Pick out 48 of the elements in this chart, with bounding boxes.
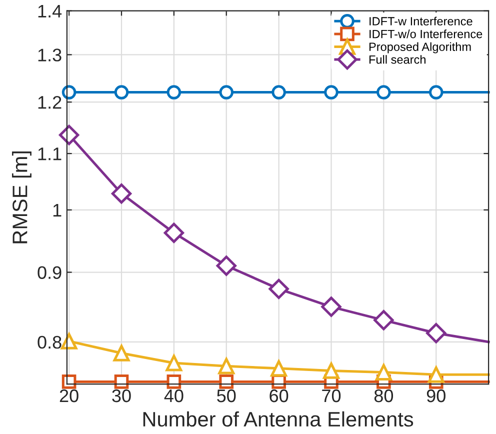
y-tick-label: 1.3 bbox=[38, 48, 62, 62]
point bbox=[376, 85, 391, 100]
x-tick-label: 90 bbox=[426, 389, 446, 402]
point bbox=[426, 323, 446, 344]
x-tick-label: 20 bbox=[60, 389, 78, 402]
x-tick-label: 50 bbox=[217, 389, 236, 402]
point bbox=[166, 85, 182, 100]
point bbox=[375, 364, 392, 380]
point bbox=[268, 278, 289, 300]
y-tick-label: 1 bbox=[53, 204, 62, 216]
point bbox=[218, 358, 235, 374]
point bbox=[111, 183, 132, 204]
x-tick-label: 80 bbox=[374, 389, 394, 402]
x-tick-label: 40 bbox=[164, 389, 184, 402]
point bbox=[114, 85, 129, 100]
point bbox=[324, 85, 338, 100]
legend-label: IDFT-w/o Interference bbox=[370, 30, 482, 38]
y-tick-label: 1.4 bbox=[38, 4, 62, 18]
point bbox=[114, 374, 129, 389]
x-tick-label: 70 bbox=[322, 389, 341, 402]
point bbox=[219, 374, 234, 389]
point bbox=[270, 360, 288, 377]
y-tick-label: 0.9 bbox=[38, 266, 62, 279]
y-tick-label: 1.1 bbox=[38, 148, 62, 160]
x-tick-label: 30 bbox=[112, 389, 131, 402]
legend-label: IDFT-w Interference bbox=[370, 16, 472, 26]
point bbox=[166, 374, 182, 389]
point bbox=[113, 344, 130, 362]
point bbox=[58, 124, 80, 146]
legend-label: Proposed Algorithm bbox=[369, 42, 471, 54]
point bbox=[272, 85, 286, 100]
point bbox=[62, 85, 76, 100]
point bbox=[216, 256, 236, 276]
point bbox=[164, 222, 184, 243]
point bbox=[323, 362, 340, 379]
legend-label: Full search bbox=[369, 55, 426, 64]
point bbox=[219, 85, 234, 100]
y-axis-title: RMSE [m] bbox=[12, 152, 32, 244]
x-tick-label: 60 bbox=[270, 389, 288, 402]
point bbox=[428, 85, 444, 100]
y-tick-label: 1.2 bbox=[38, 96, 62, 109]
point bbox=[62, 374, 76, 389]
y-tick-label: 0.8 bbox=[38, 336, 62, 349]
point bbox=[374, 310, 394, 330]
point bbox=[428, 366, 444, 383]
x-axis-title: Number of Antenna Elements bbox=[143, 411, 414, 427]
point bbox=[166, 354, 182, 372]
point bbox=[321, 296, 342, 317]
